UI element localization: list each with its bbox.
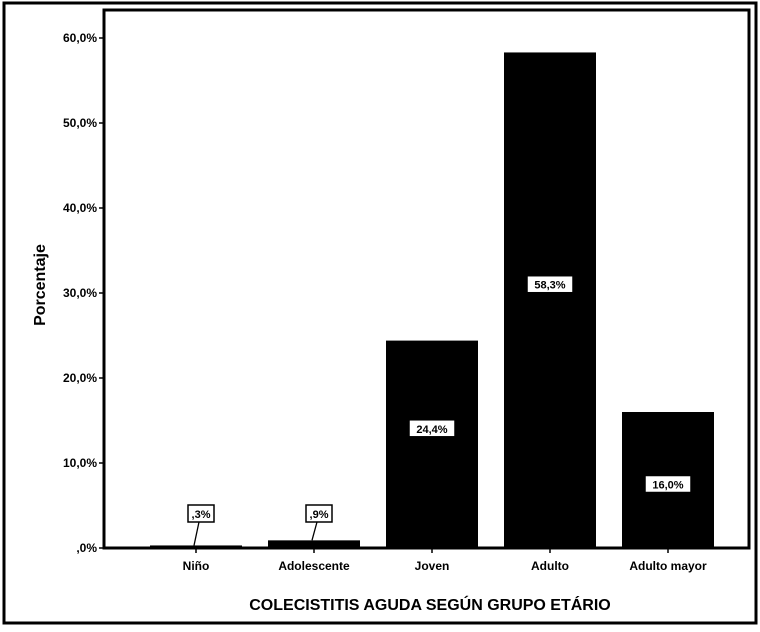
data-label: 58,3%: [534, 280, 565, 292]
bar: [150, 545, 242, 548]
data-label: 24,4%: [416, 424, 447, 436]
y-axis-title: Porcentaje: [32, 244, 49, 326]
x-tick-label: Niño: [183, 559, 210, 573]
data-label-box: [526, 274, 574, 294]
x-axis-title: COLECISTITIS AGUDA SEGÚN GRUPO ETÁRIO: [249, 595, 611, 614]
y-tick-label: 40,0%: [63, 201, 97, 215]
data-label: ,3%: [192, 509, 211, 521]
data-label-box: [644, 474, 692, 494]
y-axis: ,0% 10,0% 20,0% 30,0% 40,0% 50,0% 60,0%: [63, 31, 104, 555]
data-label-box: [408, 419, 456, 438]
x-tick-label: Adulto mayor: [629, 559, 707, 573]
y-tick-label: 20,0%: [63, 371, 97, 385]
bar: [386, 340, 478, 548]
data-label: 16,0%: [652, 480, 683, 492]
data-label: ,9%: [310, 509, 329, 521]
y-tick-label: 10,0%: [63, 456, 97, 470]
y-tick-label: 60,0%: [63, 31, 97, 45]
data-label-leader: [193, 521, 200, 546]
bars: ,3% ,9% 24,4% 58,3% 16,0%: [150, 52, 714, 548]
data-label-box: [305, 504, 333, 523]
data-label-box: [187, 504, 215, 523]
x-axis: Niño Adolescente Joven Adulto Adulto mayor: [104, 546, 749, 573]
y-tick-label: 50,0%: [63, 116, 97, 130]
bar: [268, 540, 360, 548]
y-tick-label: ,0%: [76, 541, 97, 555]
data-label-leader: [311, 521, 318, 541]
x-tick-label: Joven: [415, 559, 450, 573]
x-tick-label: Adolescente: [278, 559, 350, 573]
bar: [504, 52, 596, 548]
x-tick-label: Adulto: [531, 559, 569, 573]
y-tick-label: 30,0%: [63, 286, 97, 300]
